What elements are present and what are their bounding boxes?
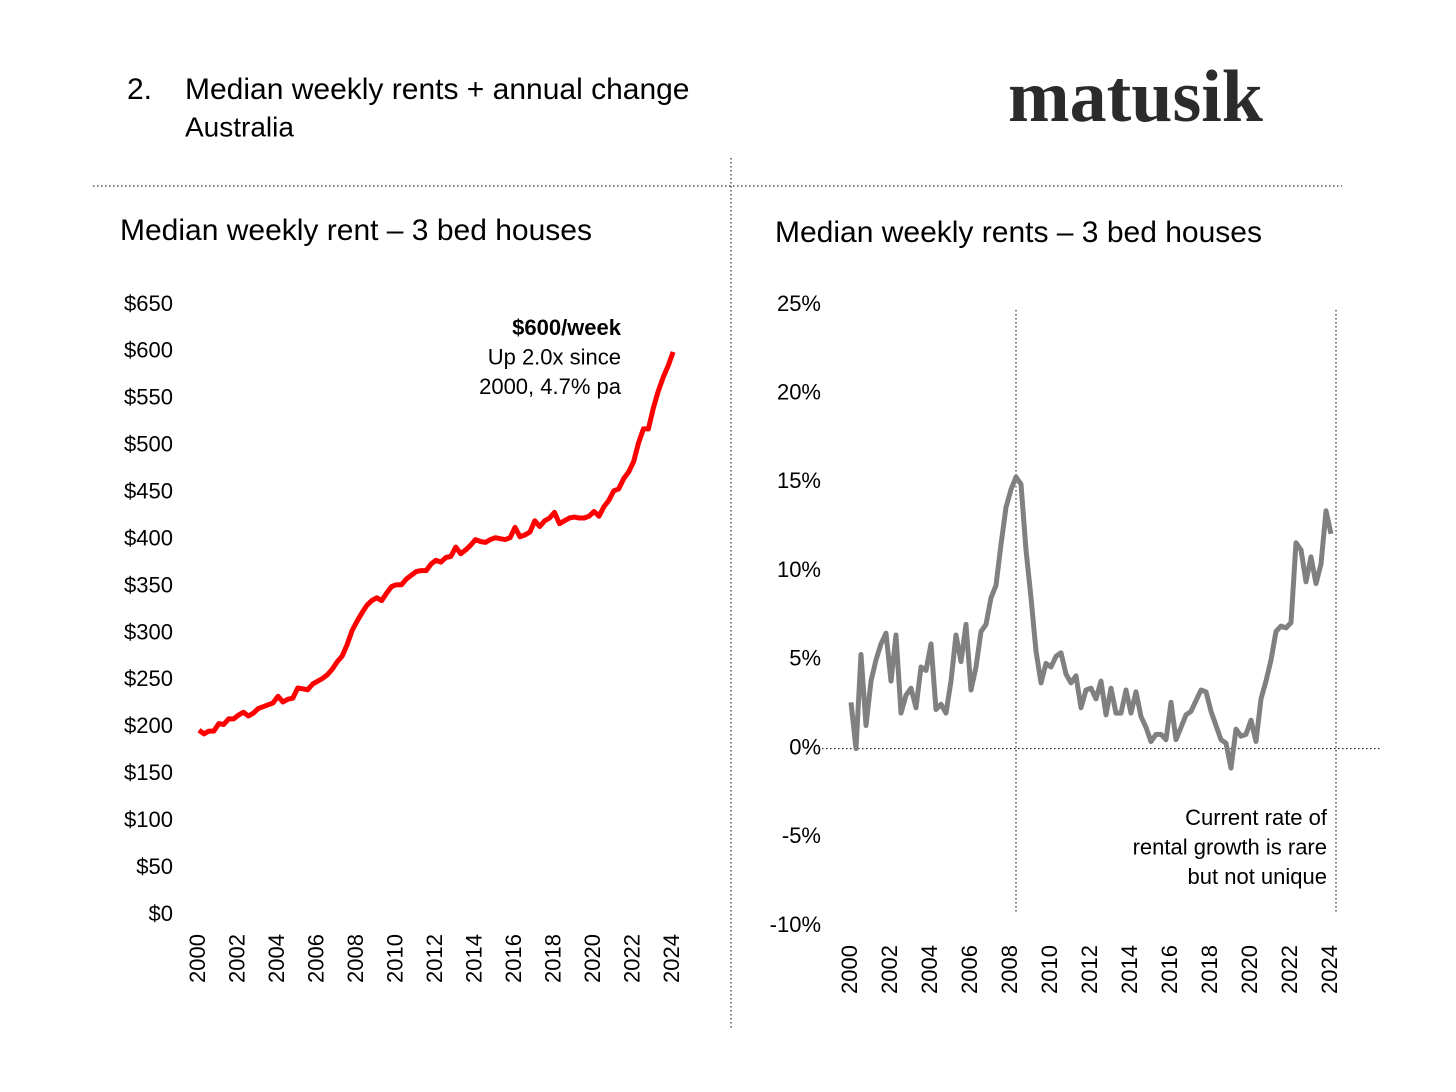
data-line	[848, 474, 1334, 771]
annotation: Current rate of	[1185, 805, 1328, 830]
x-tick-label: 2004	[264, 934, 289, 983]
y-tick-label: 0%	[789, 734, 821, 759]
chart-title: Median weekly rents – 3 bed houses	[775, 216, 1262, 249]
y-tick-label: 5%	[789, 646, 821, 671]
y-tick-label: $600	[124, 338, 173, 363]
x-tick-label: 2020	[1237, 945, 1262, 994]
x-tick-label: 2014	[461, 934, 486, 983]
logo: matusik	[1008, 56, 1264, 138]
annotation: 2000, 4.7% pa	[479, 374, 622, 399]
y-tick-label: 15%	[777, 468, 821, 493]
y-tick-label: $500	[124, 432, 173, 457]
y-tick-label: $450	[124, 479, 173, 504]
x-tick-label: 2000	[837, 945, 862, 994]
y-tick-label: $200	[124, 713, 173, 738]
x-tick-label: 2016	[1157, 945, 1182, 994]
y-tick-label: $550	[124, 385, 173, 410]
y-tick-label: $250	[124, 666, 173, 691]
slide-number: 2.	[127, 73, 152, 106]
annotation: Up 2.0x since	[488, 344, 621, 369]
slide-subtitle: Australia	[185, 111, 294, 142]
x-tick-label: 2004	[917, 945, 942, 994]
slide-title: Median weekly rents + annual change	[185, 73, 690, 106]
x-tick-label: 2008	[997, 945, 1022, 994]
x-tick-label: 2014	[1117, 945, 1142, 994]
x-tick-label: 2022	[619, 934, 644, 983]
x-tick-label: 2020	[580, 934, 605, 983]
annotation: rental growth is rare	[1133, 834, 1327, 859]
y-tick-label: $0	[149, 901, 173, 926]
y-tick-label: $400	[124, 525, 173, 550]
y-tick-label: $150	[124, 760, 173, 785]
data-line	[197, 351, 676, 737]
x-tick-label: 2024	[659, 934, 684, 983]
x-tick-label: 2002	[877, 945, 902, 994]
x-tick-label: 2010	[1037, 945, 1062, 994]
y-tick-label: $300	[124, 619, 173, 644]
x-tick-label: 2024	[1317, 945, 1342, 994]
y-tick-label: $350	[124, 572, 173, 597]
x-tick-label: 2002	[224, 934, 249, 983]
y-tick-label: $650	[124, 291, 173, 316]
x-tick-label: 2006	[303, 934, 328, 983]
annotation: but not unique	[1188, 864, 1327, 889]
y-tick-label: 25%	[777, 291, 821, 316]
x-tick-label: 2012	[1077, 945, 1102, 994]
x-tick-label: 2018	[1197, 945, 1222, 994]
annotation: $600/week	[512, 315, 622, 340]
y-tick-label: 20%	[777, 380, 821, 405]
y-tick-label: -10%	[770, 912, 821, 937]
x-tick-label: 2018	[540, 934, 565, 983]
x-tick-label: 2016	[501, 934, 526, 983]
x-tick-label: 2010	[382, 934, 407, 983]
chart-title: Median weekly rent – 3 bed houses	[120, 214, 592, 247]
y-tick-label: -5%	[782, 823, 821, 848]
y-tick-label: $100	[124, 807, 173, 832]
x-tick-label: 2006	[957, 945, 982, 994]
x-tick-label: 2008	[343, 934, 368, 983]
x-tick-label: 2012	[422, 934, 447, 983]
x-tick-label: 2000	[185, 934, 210, 983]
y-tick-label: $50	[136, 854, 173, 879]
y-tick-label: 10%	[777, 557, 821, 582]
x-tick-label: 2022	[1277, 945, 1302, 994]
